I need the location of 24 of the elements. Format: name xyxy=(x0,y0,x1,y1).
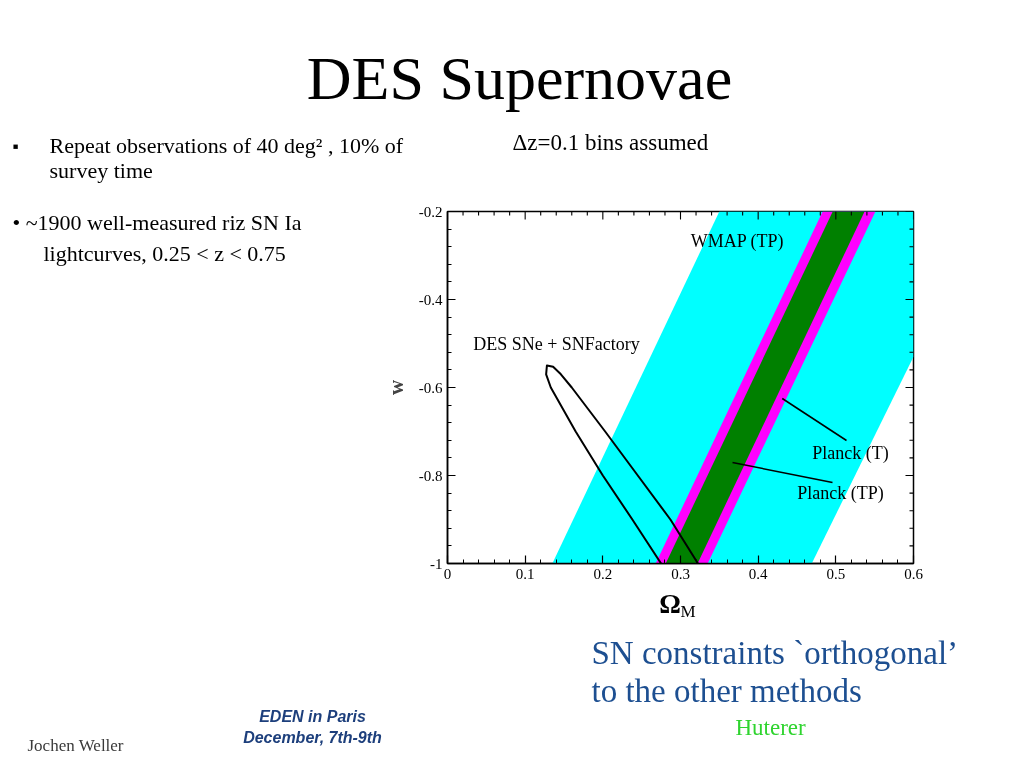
annotation: Planck (T) xyxy=(812,442,889,464)
annotation: DES SNe + SNFactory xyxy=(473,333,640,354)
text: ▪ Repeat observations of 40 deg² , 10% of survey time xyxy=(12,133,404,183)
text: Δz=0.1 bins assumed xyxy=(512,130,709,155)
x-tick-label: 0.2 xyxy=(593,565,613,582)
x-tick-label: 0.1 xyxy=(515,565,535,582)
x-tick-label: 0.5 xyxy=(826,565,846,582)
y-tick-label: -1 xyxy=(430,555,443,572)
y-tick-label: -0.8 xyxy=(418,467,443,484)
text: Huterer xyxy=(735,715,807,740)
chart-title: DES Supernovae xyxy=(306,43,733,112)
x-tick-label: 0.3 xyxy=(671,565,690,582)
y-tick-label: -0.6 xyxy=(418,379,443,396)
x-tick-label: 0.4 xyxy=(748,565,769,582)
text: SN constraints `orthogonal’ to the other methods xyxy=(591,634,959,709)
text: EDEN in Paris December, 7th-9th xyxy=(243,708,383,746)
text: Jochen Weller xyxy=(27,736,124,755)
x-tick-label: 0.6 xyxy=(904,565,924,582)
text: • ~1900 well-measured riz SN Ia lightcurves, 0.25 < z < 0.75 xyxy=(12,210,302,266)
y-axis-title: w xyxy=(383,379,408,396)
y-tick-label: -0.4 xyxy=(418,291,443,308)
annotation: Planck (TP) xyxy=(797,482,884,504)
y-tick-label: -0.2 xyxy=(418,203,443,220)
x-tick-label: 0 xyxy=(443,565,452,582)
